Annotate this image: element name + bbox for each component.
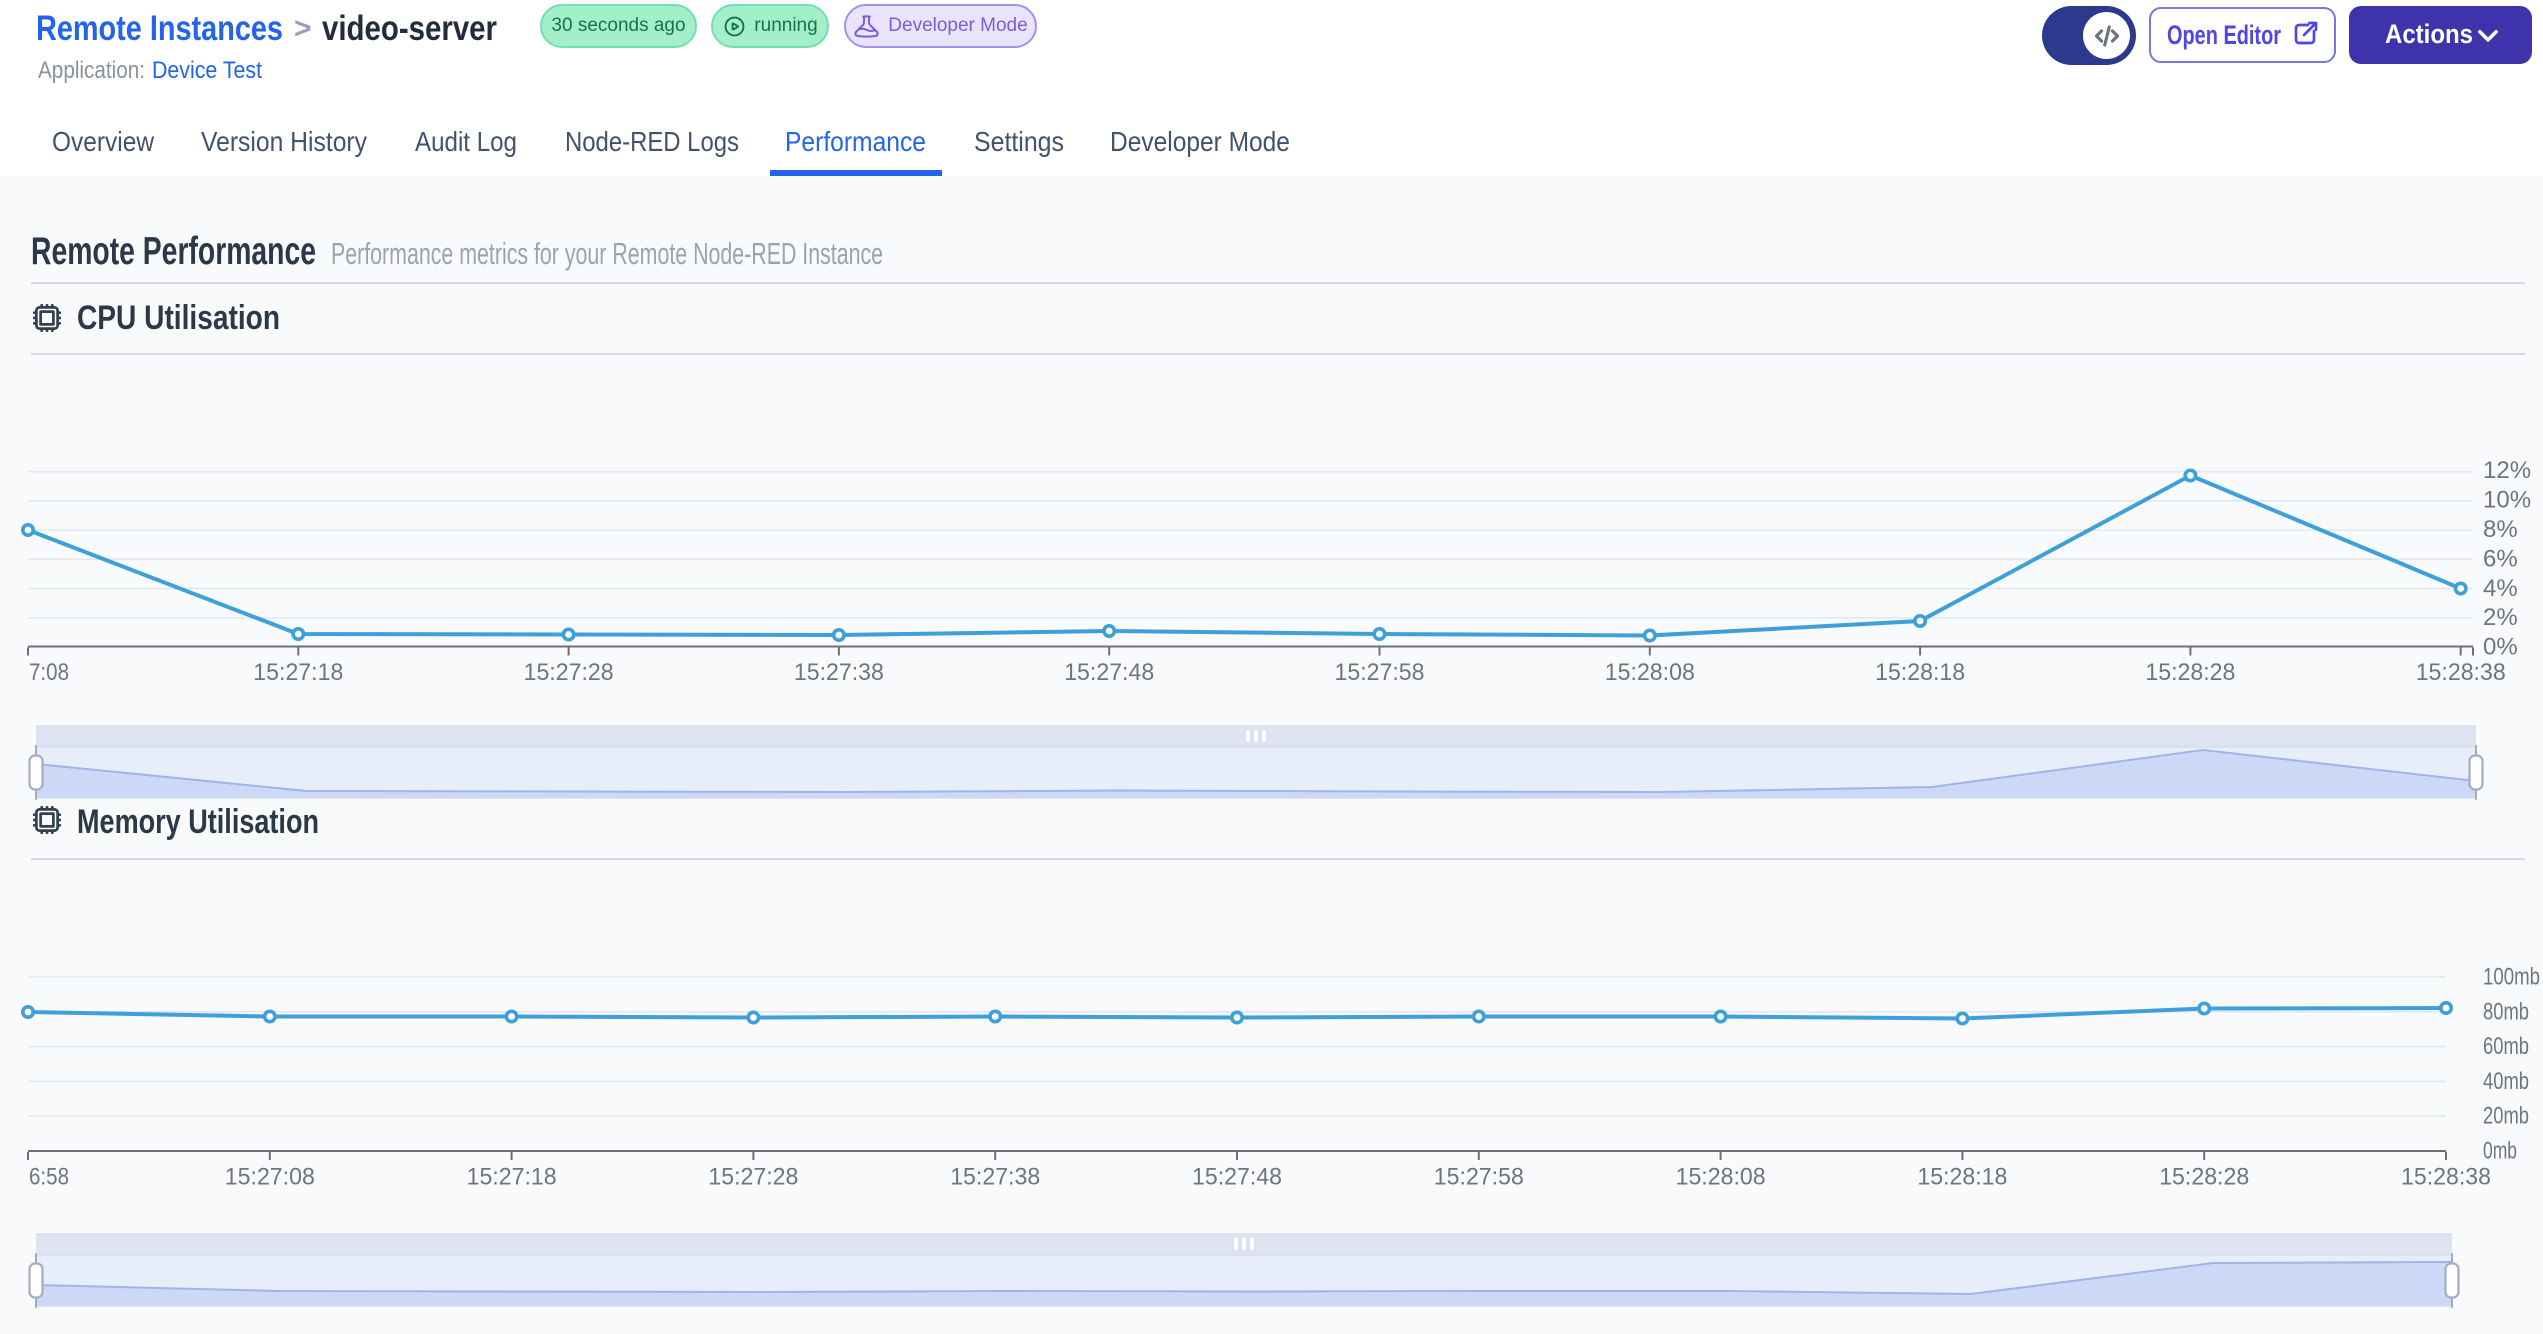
svg-text:15:28:18: 15:28:18: [1875, 659, 1965, 686]
svg-text:8%: 8%: [2483, 516, 2518, 543]
svg-text:15:28:28: 15:28:28: [2145, 659, 2235, 686]
svg-text:6%: 6%: [2483, 545, 2518, 572]
svg-text:2%: 2%: [2483, 604, 2518, 631]
svg-text:15:27:28: 15:27:28: [524, 659, 614, 686]
svg-text:40mb: 40mb: [2483, 1068, 2529, 1095]
svg-text:15:27:18: 15:27:18: [467, 1164, 557, 1191]
svg-text:10%: 10%: [2483, 487, 2531, 514]
svg-text:15:27:48: 15:27:48: [1064, 659, 1154, 686]
svg-text:15:27:38: 15:27:38: [950, 1164, 1040, 1191]
svg-text:15:28:38: 15:28:38: [2401, 1164, 2491, 1191]
svg-text:15:28:38: 15:28:38: [2416, 659, 2506, 686]
svg-text:15:27:58: 15:27:58: [1434, 1164, 1524, 1191]
svg-text:0%: 0%: [2483, 634, 2518, 661]
svg-text:7:08: 7:08: [29, 659, 69, 686]
svg-text:15:28:08: 15:28:08: [1605, 659, 1695, 686]
svg-text:100mb: 100mb: [2483, 964, 2540, 991]
svg-text:15:27:48: 15:27:48: [1192, 1164, 1282, 1191]
svg-text:15:28:08: 15:28:08: [1676, 1164, 1766, 1191]
svg-text:20mb: 20mb: [2483, 1103, 2529, 1130]
svg-text:15:27:08: 15:27:08: [225, 1164, 315, 1191]
svg-text:4%: 4%: [2483, 575, 2518, 602]
svg-text:0mb: 0mb: [2483, 1138, 2517, 1165]
svg-text:15:27:38: 15:27:38: [794, 659, 884, 686]
svg-text:15:27:58: 15:27:58: [1335, 659, 1425, 686]
svg-text:12%: 12%: [2483, 457, 2531, 484]
svg-text:6:58: 6:58: [29, 1164, 69, 1191]
svg-text:15:28:28: 15:28:28: [2159, 1164, 2249, 1191]
svg-text:80mb: 80mb: [2483, 998, 2529, 1025]
svg-text:15:28:18: 15:28:18: [1917, 1164, 2007, 1191]
svg-text:15:27:28: 15:27:28: [708, 1164, 798, 1191]
svg-text:15:27:18: 15:27:18: [253, 659, 343, 686]
svg-text:60mb: 60mb: [2483, 1033, 2529, 1060]
